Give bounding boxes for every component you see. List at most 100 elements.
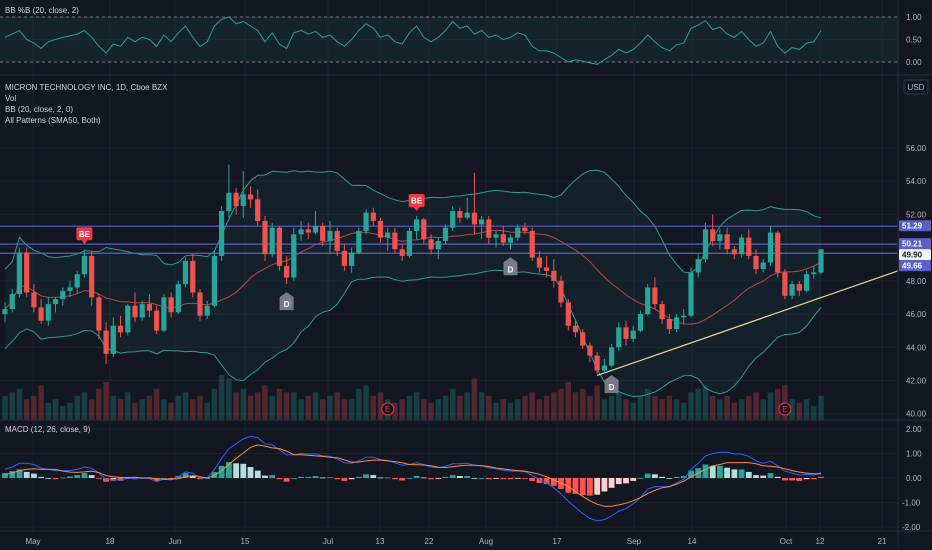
candle-body[interactable] (724, 234, 730, 250)
trendline[interactable] (596, 270, 899, 377)
candle-body[interactable] (652, 287, 658, 305)
candle-body[interactable] (666, 319, 672, 329)
candle-body[interactable] (630, 330, 636, 339)
candle-body[interactable] (298, 229, 304, 235)
candle-body[interactable] (645, 287, 651, 315)
candle-body[interactable] (659, 304, 665, 319)
candle-body[interactable] (226, 192, 232, 212)
bb-percent-title[interactable]: BB %B (20, close, 2) (5, 6, 79, 15)
candle-body[interactable] (536, 257, 542, 268)
price-tag[interactable]: 49.90 (899, 249, 931, 261)
candle-body[interactable] (789, 284, 795, 296)
candle-body[interactable] (320, 226, 326, 241)
candle-body[interactable] (818, 249, 824, 273)
candle-body[interactable] (52, 299, 59, 305)
candle-body[interactable] (796, 284, 802, 291)
candle-body[interactable] (731, 249, 737, 255)
candle-body[interactable] (623, 327, 629, 339)
candle-body[interactable] (312, 226, 319, 233)
candle-body[interactable] (81, 255, 87, 275)
candle-body[interactable] (681, 315, 687, 318)
candle-body[interactable] (146, 304, 152, 311)
candle-body[interactable] (139, 304, 145, 318)
candle-body[interactable] (327, 231, 333, 241)
candle-body[interactable] (811, 272, 817, 275)
candle-body[interactable] (414, 219, 420, 231)
candle-body[interactable] (493, 234, 499, 238)
candle-body[interactable] (117, 325, 124, 333)
candle-body[interactable] (168, 297, 174, 313)
earnings-marker[interactable]: E (381, 402, 395, 416)
candle-body[interactable] (334, 231, 340, 251)
candle-body[interactable] (804, 274, 810, 291)
candle-body[interactable] (154, 310, 160, 331)
candle-body[interactable] (616, 327, 622, 348)
candle-body[interactable] (175, 284, 181, 313)
time-axis[interactable]: May 18 Jun 15 Jul 13 22 Aug 17 Sep 14 Oct 12 21 (25, 537, 887, 546)
candle-body[interactable] (341, 250, 347, 266)
candle-body[interactable] (125, 305, 131, 333)
bb-legend[interactable]: BB (20, close, 2, 0) (5, 105, 73, 114)
candle-body[interactable] (479, 219, 485, 225)
pattern-marker-doji[interactable]: D (279, 292, 294, 311)
candle-body[interactable] (609, 347, 615, 366)
candle-body[interactable] (522, 227, 528, 231)
pattern-marker-doji[interactable]: D (503, 257, 518, 276)
candle-body[interactable] (103, 330, 109, 354)
candle-body[interactable] (233, 192, 239, 207)
candle-body[interactable] (695, 259, 701, 273)
symbol-title[interactable]: MICRON TECHNOLOGY INC, 1D, Cboe BZX (5, 83, 168, 92)
candle-body[interactable] (760, 262, 766, 270)
candle-body[interactable] (9, 294, 15, 309)
price-axis[interactable]: 1.000.500.0056.0054.0052.0050.0048.0046.… (899, 13, 931, 532)
candle-body[interactable] (710, 229, 716, 241)
candle-body[interactable] (24, 252, 30, 293)
patterns-legend[interactable]: All Patterns (SMA50, Both) (5, 116, 101, 125)
candle-body[interactable] (392, 232, 398, 250)
candle-body[interactable] (370, 212, 376, 221)
candle-body[interactable] (457, 211, 463, 218)
candle-body[interactable] (406, 231, 412, 256)
candle-body[interactable] (60, 290, 66, 300)
candle-body[interactable] (767, 232, 774, 263)
candle-body[interactable] (38, 307, 44, 321)
candle-body[interactable] (717, 234, 723, 241)
candle-body[interactable] (500, 234, 506, 243)
candle-body[interactable] (674, 317, 680, 329)
candle-body[interactable] (377, 221, 384, 238)
pattern-marker-bearish-engulfing[interactable]: BE (408, 194, 425, 212)
price-tag[interactable]: 51.29 (899, 220, 931, 232)
candle-body[interactable] (572, 325, 579, 333)
candle-body[interactable] (558, 280, 564, 303)
candle-body[interactable] (269, 227, 275, 255)
candle-body[interactable] (515, 227, 521, 238)
candle-body[interactable] (247, 194, 254, 200)
macd-title[interactable]: MACD (12, 26, close, 9) (5, 425, 91, 434)
candle-body[interactable] (305, 229, 311, 233)
price-tag[interactable]: 49.66 (899, 260, 931, 272)
candle-body[interactable] (399, 249, 405, 256)
candle-body[interactable] (291, 234, 297, 278)
candle-body[interactable] (31, 292, 37, 308)
candle-body[interactable] (421, 219, 427, 240)
candle-body[interactable] (385, 232, 391, 238)
candle-body[interactable] (197, 292, 203, 316)
candle-body[interactable] (565, 302, 571, 326)
candle-body[interactable] (529, 231, 535, 258)
candle-body[interactable] (363, 212, 369, 231)
candle-body[interactable] (702, 229, 709, 260)
candle-body[interactable] (16, 252, 22, 295)
candle-body[interactable] (601, 365, 607, 371)
candle-body[interactable] (428, 239, 434, 250)
candle-body[interactable] (255, 199, 261, 221)
candle-body[interactable] (74, 274, 80, 288)
candle-body[interactable] (637, 314, 644, 331)
candle-body[interactable] (356, 231, 362, 253)
candle-body[interactable] (96, 297, 102, 331)
vol-legend[interactable]: Vol (5, 94, 16, 103)
price-tag[interactable]: 50.21 (899, 238, 931, 250)
candle-body[interactable] (442, 227, 449, 241)
candle-body[interactable] (240, 194, 246, 206)
candle-body[interactable] (580, 332, 586, 346)
